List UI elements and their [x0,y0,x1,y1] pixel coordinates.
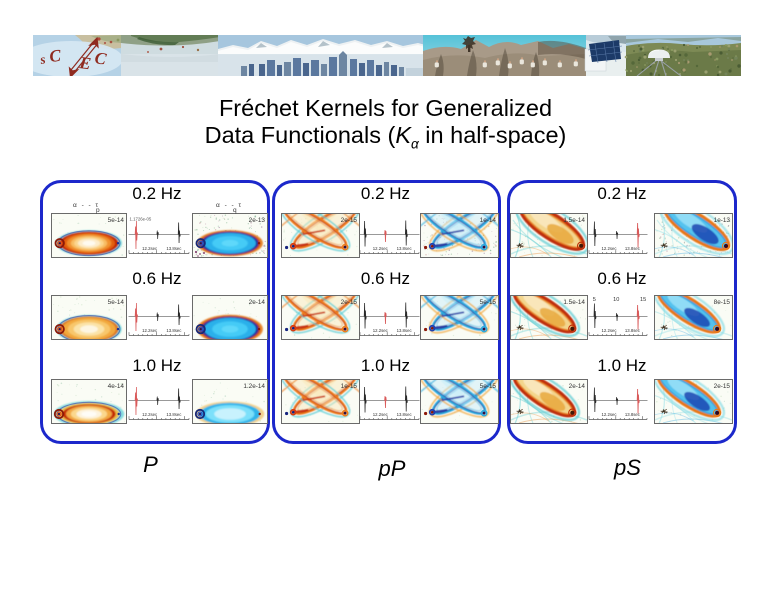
svg-text:C: C [48,46,62,66]
svg-text:13.8sec: 13.8sec [625,246,641,251]
svg-text:12.2sec: 12.2sec [142,328,158,333]
svg-text:2e-14: 2e-14 [248,299,265,306]
svg-text:13.8sec: 13.8sec [397,246,413,251]
svg-text:13.8sec: 13.8sec [397,328,413,333]
svg-text:13.8sec: 13.8sec [166,412,182,417]
svg-text:12.2sec: 12.2sec [373,246,389,251]
svg-text:s: s [38,51,47,67]
svg-text:1e-14: 1e-14 [480,217,497,224]
svg-text:15: 15 [640,297,646,303]
svg-text:2e-15: 2e-15 [714,383,731,390]
svg-text:5e-15: 5e-15 [480,299,497,306]
svg-text:12.2sec: 12.2sec [142,246,158,251]
svg-text:4e-14: 4e-14 [108,383,125,390]
svg-text:5e-14: 5e-14 [108,299,125,306]
svg-text:2e-15: 2e-15 [340,299,357,306]
svg-text:13.8sec: 13.8sec [166,246,182,251]
svg-text:2e-14: 2e-14 [569,383,586,390]
svg-text:1.5e-14: 1.5e-14 [563,299,585,306]
svg-text:E: E [78,53,93,73]
svg-text:1e-13: 1e-13 [714,217,731,224]
svg-text:2e-13: 2e-13 [248,217,265,224]
svg-text:12.2sec: 12.2sec [373,328,389,333]
svg-text:13.8sec: 13.8sec [625,412,641,417]
svg-text:13.8sec: 13.8sec [397,412,413,417]
svg-text:12.2sec: 12.2sec [601,412,617,417]
svg-text:2e-15: 2e-15 [340,217,357,224]
svg-text:10: 10 [613,297,619,303]
svg-text:8e-15: 8e-15 [714,299,731,306]
svg-text:1.5e-14: 1.5e-14 [563,217,585,224]
svg-text:13.8sec: 13.8sec [166,328,182,333]
svg-text:13.8sec: 13.8sec [625,328,641,333]
svg-text:C: C [93,48,108,69]
svg-text:12.2sec: 12.2sec [601,246,617,251]
svg-text:12.2sec: 12.2sec [142,412,158,417]
svg-text:12.2sec: 12.2sec [373,412,389,417]
svg-text:1.2e-14: 1.2e-14 [243,383,265,390]
svg-text:1e-15: 1e-15 [340,383,357,390]
svg-text:5e-14: 5e-14 [108,217,125,224]
svg-text:12.2sec: 12.2sec [601,328,617,333]
svg-text:5: 5 [593,297,596,303]
svg-text:1.1726e-05: 1.1726e-05 [130,217,152,222]
svg-text:5e-15: 5e-15 [480,383,497,390]
